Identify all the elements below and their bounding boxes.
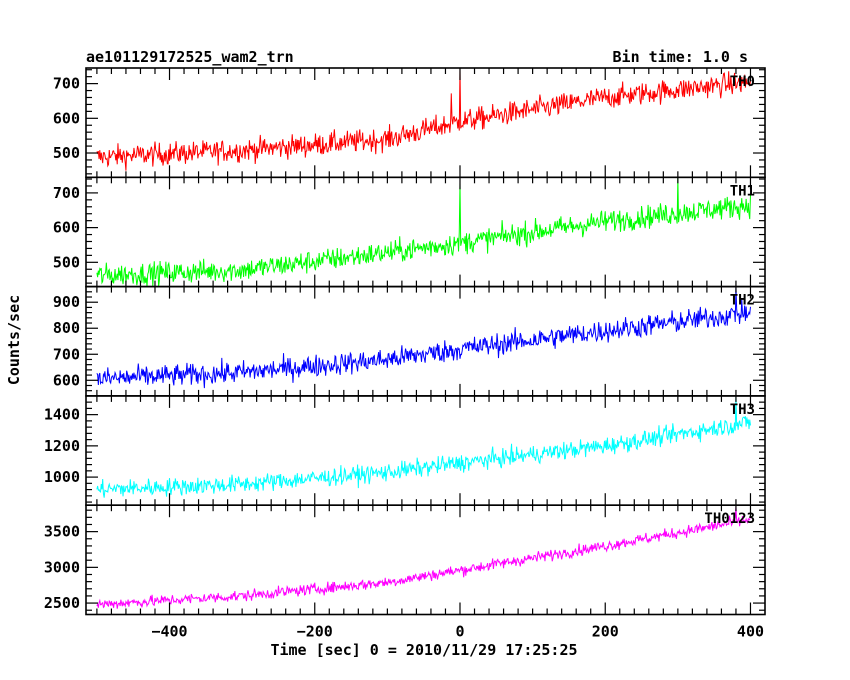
y-tick-label: 500 [53,253,80,271]
panel-th1: 500 600 700 TH1 [53,176,766,288]
panel-th2: 600 700 800 900 TH2 [53,285,766,397]
panel-frame [85,285,766,397]
x-tick-label: −400 [151,623,187,641]
y-tick-label: 900 [53,293,80,311]
y-tick-label: 3000 [44,558,80,576]
x-axis-title: Time [sec] 0 = 2010/11/29 17:25:25 [270,641,577,659]
y-tick-label: 1000 [44,468,80,486]
panel-th0123: 2500 3000 3500 TH0123 [44,504,766,616]
panel-th3: 1000 1200 1400 TH3 [44,395,766,506]
y-tick-label: 800 [53,319,80,337]
y-tick-label: 2500 [44,594,80,612]
y-tick-label: 600 [53,219,80,237]
y-tick-label: 700 [53,345,80,363]
series-label-th0123: TH0123 [704,511,755,527]
panel-th0: 500 600 700 TH0 [53,67,766,179]
series-label-th3: TH3 [730,402,755,418]
y-axis-title: Counts/sec [5,295,23,385]
series-line-th3 [96,395,751,498]
y-tick-label: 500 [53,144,80,162]
y-tick-label: 700 [53,184,80,202]
y-tick-label: 600 [53,109,80,127]
series-label-th1: TH1 [730,183,755,199]
y-tick-label: 600 [53,371,80,389]
y-tick-label: 1200 [44,437,80,455]
x-tick-label: 200 [592,623,619,641]
series-line-th1 [96,177,751,287]
panel-frame [85,395,766,506]
bin-time-label: Bin time: 1.0 s [613,48,748,66]
series-line-th0123 [96,506,751,609]
y-tick-label: 3500 [44,523,80,541]
series-label-th2: TH2 [730,293,755,309]
x-tick-label: 0 [455,623,464,641]
series-line-th0 [96,67,751,171]
panel-stack: 500 600 700 TH0 500 600 700 TH1 600 700 800 900 TH2 1… [44,67,766,641]
y-tick-label: 700 [53,75,80,93]
x-tick-label: −200 [297,623,333,641]
series-label-th0: TH0 [730,74,755,90]
figure-title: ae101129172525_wam2_trn [86,48,294,66]
y-tick-label: 1400 [44,406,80,424]
series-line-th2 [96,286,751,389]
x-tick-label: 400 [737,623,764,641]
